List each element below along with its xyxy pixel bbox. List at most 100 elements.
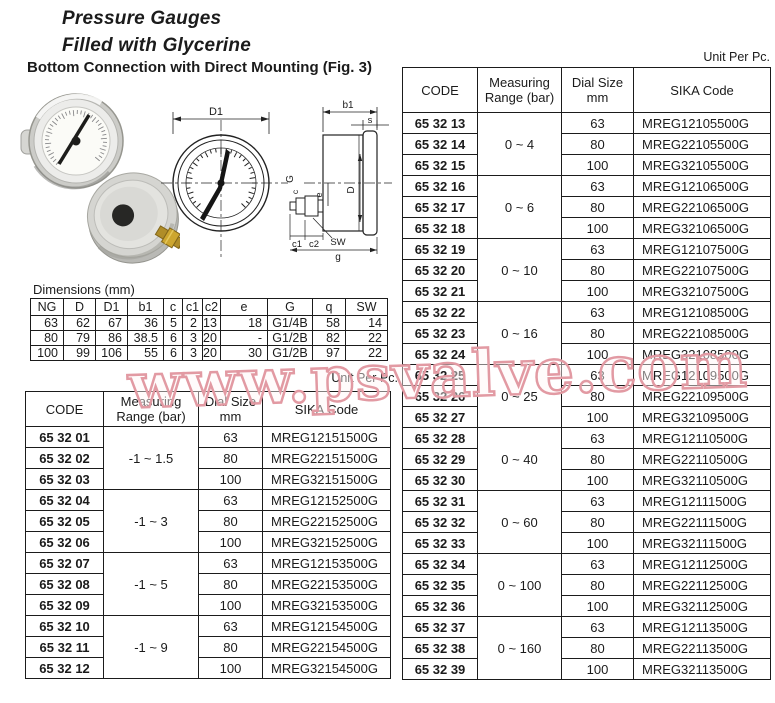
table-row: 65 32 12 100 MREG32154500G (25, 657, 391, 679)
code-cell: 65 32 02 (25, 447, 104, 469)
code-cell: 65 32 25 (402, 364, 478, 386)
code-cell: 65 32 23 (402, 322, 478, 344)
table-row: 65 32 38 80 MREG22113500G (402, 637, 771, 659)
dial-size-cell: 63 (561, 175, 634, 197)
col-header-dial: Dial Size mm (198, 391, 263, 427)
code-cell: 65 32 10 (25, 615, 104, 637)
measuring-range-cell: -1 ~ 5 (103, 552, 199, 616)
code-cell: 65 32 27 (402, 406, 478, 428)
code-cell: 65 32 05 (25, 510, 104, 532)
sika-code-cell: MREG22113500G (633, 637, 771, 659)
dial-size-cell: 63 (198, 426, 263, 448)
dimension-value: 30 (220, 345, 268, 361)
sika-code-cell: MREG22107500G (633, 259, 771, 281)
dimension-value: 100 (30, 345, 64, 361)
dimension-value: G1/2B (267, 330, 313, 346)
dim-label-b1: b1 (342, 100, 354, 111)
table-row: 65 32 20 80 MREG22107500G (402, 259, 771, 281)
measuring-range-cell: 0 ~ 100 (477, 553, 562, 617)
table-row: 65 32 21 100 MREG32107500G (402, 280, 771, 302)
sika-code-cell: MREG32106500G (633, 217, 771, 239)
sika-code-cell: MREG32153500G (262, 594, 391, 616)
table-row: 65 32 35 80 MREG22112500G (402, 574, 771, 596)
sika-code-cell: MREG12106500G (633, 175, 771, 197)
dimensions-row: 63 62 67 36 5 2 13 18 G1/4B 58 14 (30, 315, 388, 331)
table-row: 65 32 09 100 MREG32153500G (25, 594, 391, 616)
table-row: 65 32 02 80 MREG22151500G (25, 447, 391, 469)
dial-size-cell: 100 (561, 217, 634, 239)
col-header-sika: SIKA Code (262, 391, 391, 427)
col-header-range: Measuring Range (bar) (103, 391, 199, 427)
dimension-value: 14 (345, 315, 388, 331)
dial-size-cell: 80 (561, 385, 634, 407)
col-header-dial: Dial Size mm (561, 67, 634, 113)
sika-code-cell: MREG12113500G (633, 616, 771, 638)
dial-size-cell: 100 (561, 532, 634, 554)
dimension-value: 99 (63, 345, 96, 361)
dial-size-cell: 63 (561, 553, 634, 575)
measuring-range-cell: 0 ~ 25 (477, 364, 562, 428)
page-title: Pressure Gauges Filled with Glycerine (62, 5, 251, 59)
code-cell: 65 32 21 (402, 280, 478, 302)
dimensions-row: 100 99 106 55 6 3 20 30 G1/2B 97 22 (30, 345, 388, 361)
sika-code-cell: MREG22105500G (633, 133, 771, 155)
dim-col-header: e (220, 298, 268, 316)
dimension-value: 18 (220, 315, 268, 331)
table-row: 65 32 14 80 MREG22105500G (402, 133, 771, 155)
dimension-value: 86 (95, 330, 128, 346)
table-row: 65 32 22 0 ~ 16 63 MREG12108500G (402, 301, 771, 365)
dim-label-c: c (290, 189, 300, 194)
table-row: 65 32 37 0 ~ 160 63 MREG12113500G (402, 616, 771, 680)
code-cell: 65 32 16 (402, 175, 478, 197)
dial-size-cell: 100 (561, 406, 634, 428)
dial-size-cell: 63 (561, 112, 634, 134)
code-cell: 65 32 17 (402, 196, 478, 218)
technical-drawing: D1 (161, 100, 392, 263)
dial-size-cell: 63 (561, 238, 634, 260)
code-cell: 65 32 11 (25, 636, 104, 658)
dimensions-row: 80 79 86 38.5 6 3 20- G1/2B 82 22 (30, 330, 388, 346)
sika-code-cell: MREG12151500G (262, 426, 391, 448)
code-cell: 65 32 08 (25, 573, 104, 595)
code-cell: 65 32 38 (402, 637, 478, 659)
dimension-value: 55 (127, 345, 164, 361)
code-cell: 65 32 24 (402, 343, 478, 365)
code-cell: 65 32 33 (402, 532, 478, 554)
code-cell: 65 32 28 (402, 427, 478, 449)
dim-col-header: D (63, 298, 96, 316)
dim-col-header: c (163, 298, 183, 316)
sika-code-cell: MREG12112500G (633, 553, 771, 575)
dim-col-header: q (312, 298, 346, 316)
table-row: 65 32 05 80 MREG22152500G (25, 510, 391, 532)
table-row: 65 32 15 100 MREG32105500G (402, 154, 771, 176)
gauge-back-photo (86, 172, 180, 264)
code-cell: 65 32 03 (25, 468, 104, 490)
sika-code-cell: MREG32107500G (633, 280, 771, 302)
measuring-range-cell: 0 ~ 40 (477, 427, 562, 491)
left-code-table: CODE Measuring Range (bar) Dial Size mm … (25, 391, 391, 679)
sika-code-cell: MREG32113500G (633, 658, 771, 680)
sika-code-cell: MREG32108500G (633, 343, 771, 365)
dim-col-header: D1 (95, 298, 128, 316)
table-row: 65 32 08 80 MREG22153500G (25, 573, 391, 595)
dial-size-cell: 80 (561, 448, 634, 470)
dim-label-c1: c1 (292, 239, 302, 250)
measuring-range-cell: 0 ~ 160 (477, 616, 562, 680)
measuring-range-cell: -1 ~ 3 (103, 489, 199, 553)
measuring-range-cell: 0 ~ 16 (477, 301, 562, 365)
table-row: 65 32 26 80 MREG22109500G (402, 385, 771, 407)
sika-code-cell: MREG22152500G (262, 510, 391, 532)
dimension-value: 80 (30, 330, 64, 346)
col-header-code: CODE (25, 391, 104, 427)
dimension-value: 62 (63, 315, 96, 331)
sika-code-cell: MREG32112500G (633, 595, 771, 617)
table-row: 65 32 23 80 MREG22108500G (402, 322, 771, 344)
dial-size-cell: 100 (561, 469, 634, 491)
dial-size-cell: 63 (198, 552, 263, 574)
sika-code-cell: MREG32105500G (633, 154, 771, 176)
sika-code-cell: MREG12152500G (262, 489, 391, 511)
code-cell: 65 32 31 (402, 490, 478, 512)
dial-size-cell: 80 (561, 574, 634, 596)
dimension-value: 22 (345, 345, 388, 361)
